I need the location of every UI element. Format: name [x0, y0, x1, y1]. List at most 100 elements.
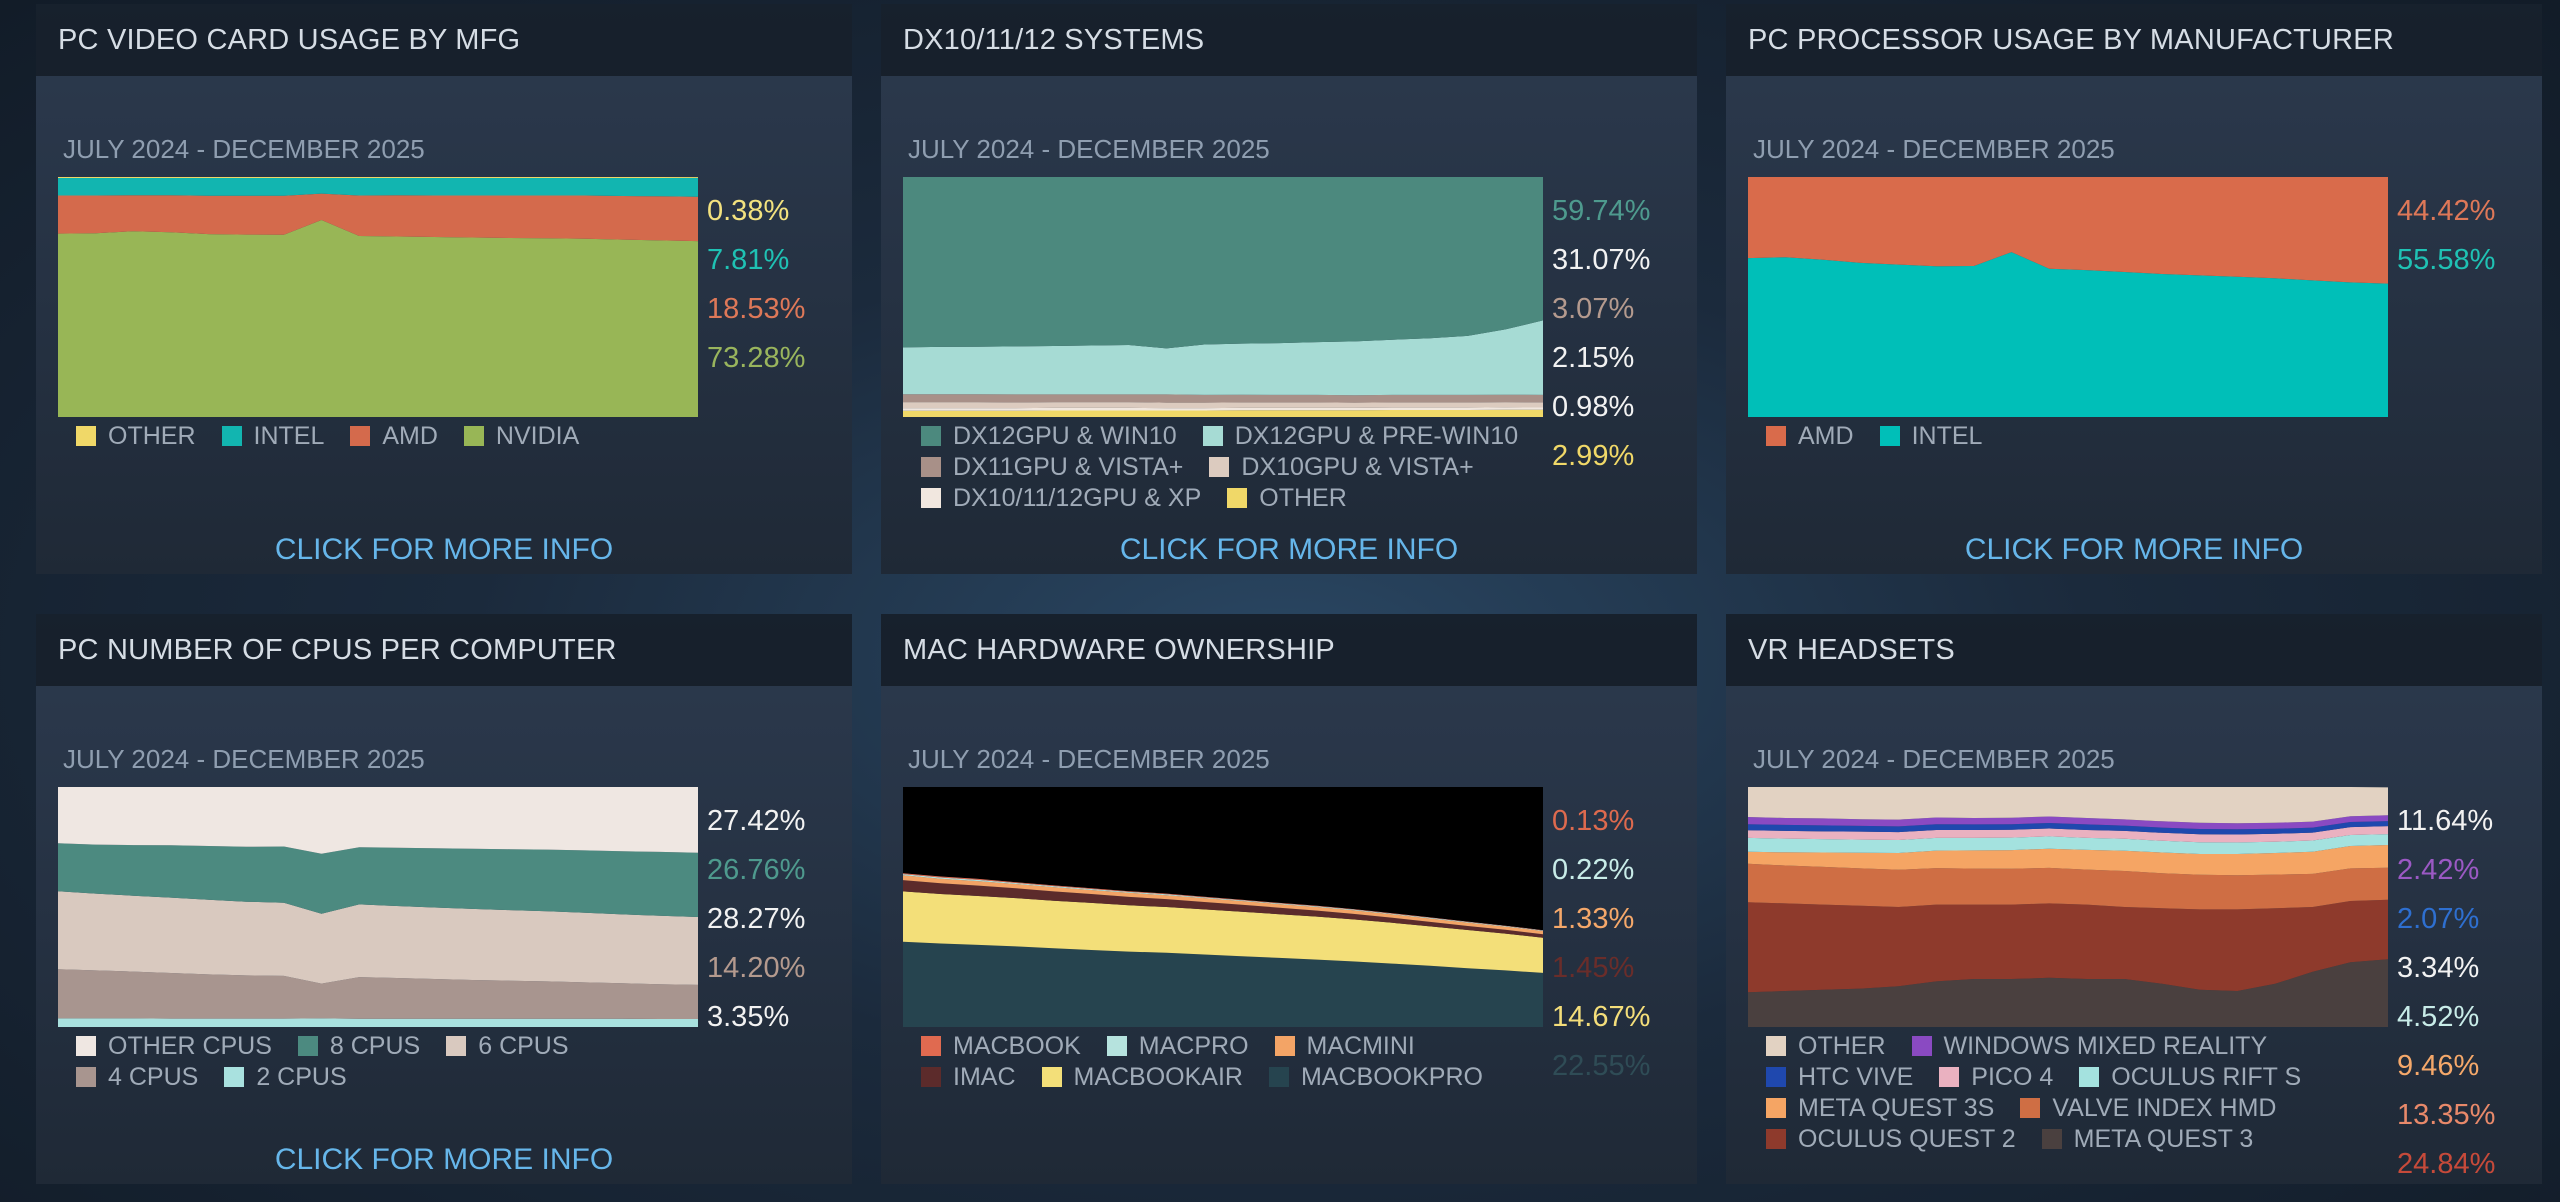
percent-label: 44.42%: [2397, 195, 2496, 227]
legend-row: IMAC MACBOOKAIR MACBOOKPRO: [921, 1063, 1509, 1094]
click-for-more-info-link[interactable]: CLICK FOR MORE INFO: [274, 1143, 614, 1176]
legend-swatch: [350, 426, 371, 446]
area-dx12gpu-win10: [903, 177, 1543, 349]
percent-label: 3.07%: [1552, 293, 1635, 325]
legend-item-htc-vive: HTC VIVE: [1766, 1063, 1913, 1092]
percent-label: 1.33%: [1552, 903, 1635, 935]
legend-item-amd: AMD: [350, 422, 438, 451]
panel-title: PC VIDEO CARD USAGE BY MFG: [58, 24, 521, 56]
panel-header: PC NUMBER OF CPUS PER COMPUTER: [36, 614, 852, 686]
date-range: JULY 2024 - DECEMBER 2025: [1753, 134, 2115, 164]
area-valve-index-hmd: [1748, 863, 2388, 910]
percent-label: 3.35%: [707, 1001, 790, 1033]
area-nvidia: [58, 220, 698, 417]
percent-labels: 44.42% 55.58%: [2397, 195, 2495, 293]
legend-item-dx11gpu-vista: DX11GPU & VISTA+: [921, 453, 1183, 482]
legend-row: HTC VIVE PICO 4 OCULUS RIFT S: [1766, 1063, 2327, 1094]
area-other: [903, 409, 1543, 417]
dx-systems-panel: DX10/11/12 SYSTEMS JULY 2024 - DECEMBER …: [881, 4, 1697, 574]
area-dx10gpu-vista: [903, 402, 1543, 409]
area-dx11gpu-vista: [903, 394, 1543, 403]
panel-header: VR HEADSETS: [1726, 614, 2542, 686]
vr-headsets-panel: VR HEADSETS JULY 2024 - DECEMBER 2025 11…: [1726, 614, 2542, 1184]
legend-item-intel: INTEL: [221, 422, 324, 451]
area-imac: [903, 880, 1543, 938]
click-for-more-info-link[interactable]: CLICK FOR MORE INFO: [274, 533, 614, 566]
video-card-panel: PC VIDEO CARD USAGE BY MFG JULY 2024 - D…: [36, 4, 852, 574]
legend-label: PICO 4: [1971, 1063, 2054, 1091]
legend: OTHER CPUS 8 CPUS 6 CPUS 4 CPUS 2 CPUS: [76, 1032, 595, 1094]
area-4-cpus: [58, 969, 698, 1019]
legend-item-2-cpus: 2 CPUS: [224, 1063, 347, 1092]
legend-swatch: [2041, 1129, 2062, 1149]
percent-label: 73.28%: [707, 342, 806, 374]
percent-label: 11.64%: [2397, 805, 2494, 837]
legend-label: 4 CPUS: [108, 1063, 199, 1091]
area-oculus-quest-2: [1748, 899, 2388, 993]
area-other: [58, 177, 698, 178]
legend-swatch: [1202, 426, 1223, 446]
percent-label: 59.74%: [1552, 195, 1651, 227]
legend-swatch: [446, 1036, 467, 1056]
legend-item-imac: IMAC: [921, 1063, 1016, 1092]
legend-label: OTHER CPUS: [108, 1032, 272, 1060]
legend-item-other: OTHER: [1227, 484, 1347, 513]
legend-label: MACBOOKAIR: [1073, 1063, 1243, 1091]
legend-item-amd: AMD: [1766, 422, 1854, 451]
stacked-area-chart: [58, 787, 698, 1027]
legend-label: 8 CPUS: [329, 1032, 421, 1060]
legend-item-oculus-rift-s: OCULUS RIFT S: [2079, 1063, 2301, 1092]
percent-label: 0.13%: [1552, 805, 1635, 837]
area-pico-4: [1748, 826, 2388, 843]
legend-swatch: [1209, 457, 1230, 477]
legend-swatch: [1274, 1036, 1295, 1056]
legend: AMD INTEL: [1766, 422, 2008, 453]
percent-labels: 11.64% 2.42% 2.07% 3.34% 4.52% 9.46% 13.35% 24.…: [2397, 805, 2495, 1197]
area-dx10-11-12gpu-xp: [903, 407, 1543, 411]
processor-panel: PC PROCESSOR USAGE BY MANUFACTURER JULY …: [1726, 4, 2542, 574]
stacked-area-chart: [1748, 177, 2388, 417]
legend-row: 4 CPUS 2 CPUS: [76, 1063, 595, 1094]
percent-label: 14.20%: [707, 952, 806, 984]
percent-label: 1.45%: [1552, 952, 1635, 984]
percent-label: 18.53%: [707, 293, 806, 325]
click-for-more-info-link[interactable]: CLICK FOR MORE INFO: [1964, 533, 2304, 566]
percent-label: 0.38%: [707, 195, 790, 227]
percent-label: 13.35%: [2397, 1099, 2496, 1131]
area-amd: [1748, 177, 2388, 284]
legend-swatch: [921, 1067, 941, 1087]
legend-swatch: [1227, 488, 1248, 508]
percent-labels: 59.74% 31.07% 3.07% 2.15% 0.98% 2.99%: [1552, 195, 1650, 489]
date-range: JULY 2024 - DECEMBER 2025: [908, 744, 1270, 774]
percent-labels: 0.38% 7.81% 18.53% 73.28%: [707, 195, 805, 391]
percent-label: 7.81%: [707, 244, 790, 276]
area-8-cpus: [58, 843, 698, 917]
area-dx12gpu-pre-win10: [903, 320, 1543, 396]
legend-row: OTHER CPUS 8 CPUS 6 CPUS: [76, 1032, 595, 1063]
percent-label: 9.46%: [2397, 1050, 2480, 1082]
legend-row: MACBOOK MACPRO MACMINI: [921, 1032, 1509, 1063]
legend-row: DX10/11/12GPU & XP OTHER: [921, 484, 1544, 515]
legend-swatch: [2020, 1098, 2041, 1118]
legend-swatch: [76, 1067, 96, 1087]
panel-header: MAC HARDWARE OWNERSHIP: [881, 614, 1697, 686]
legend-item-pico-4: PICO 4: [1939, 1063, 2053, 1092]
legend-label: 2 CPUS: [256, 1063, 347, 1091]
percent-label: 14.67%: [1552, 1001, 1651, 1033]
panel-title: PC PROCESSOR USAGE BY MANUFACTURER: [1748, 24, 2394, 56]
percent-label: 3.34%: [2397, 952, 2480, 984]
legend-label: OTHER: [1259, 484, 1347, 512]
area-macmini: [903, 875, 1543, 935]
area-macpro: [903, 874, 1543, 931]
legend-swatch: [1939, 1067, 1960, 1087]
area-other-cpus: [58, 787, 698, 854]
click-for-more-info-link[interactable]: CLICK FOR MORE INFO: [1119, 533, 1459, 566]
legend-swatch: [1268, 1067, 1289, 1087]
legend-label: DX12GPU & PRE-WIN10: [1234, 422, 1519, 450]
legend-item-macpro: MACPRO: [1106, 1032, 1249, 1061]
legend-swatch: [297, 1036, 318, 1056]
percent-label: 0.98%: [1552, 391, 1635, 423]
legend-swatch: [221, 426, 242, 446]
area-2-cpus: [58, 1018, 698, 1027]
panel-header: PC PROCESSOR USAGE BY MANUFACTURER: [1726, 4, 2542, 76]
